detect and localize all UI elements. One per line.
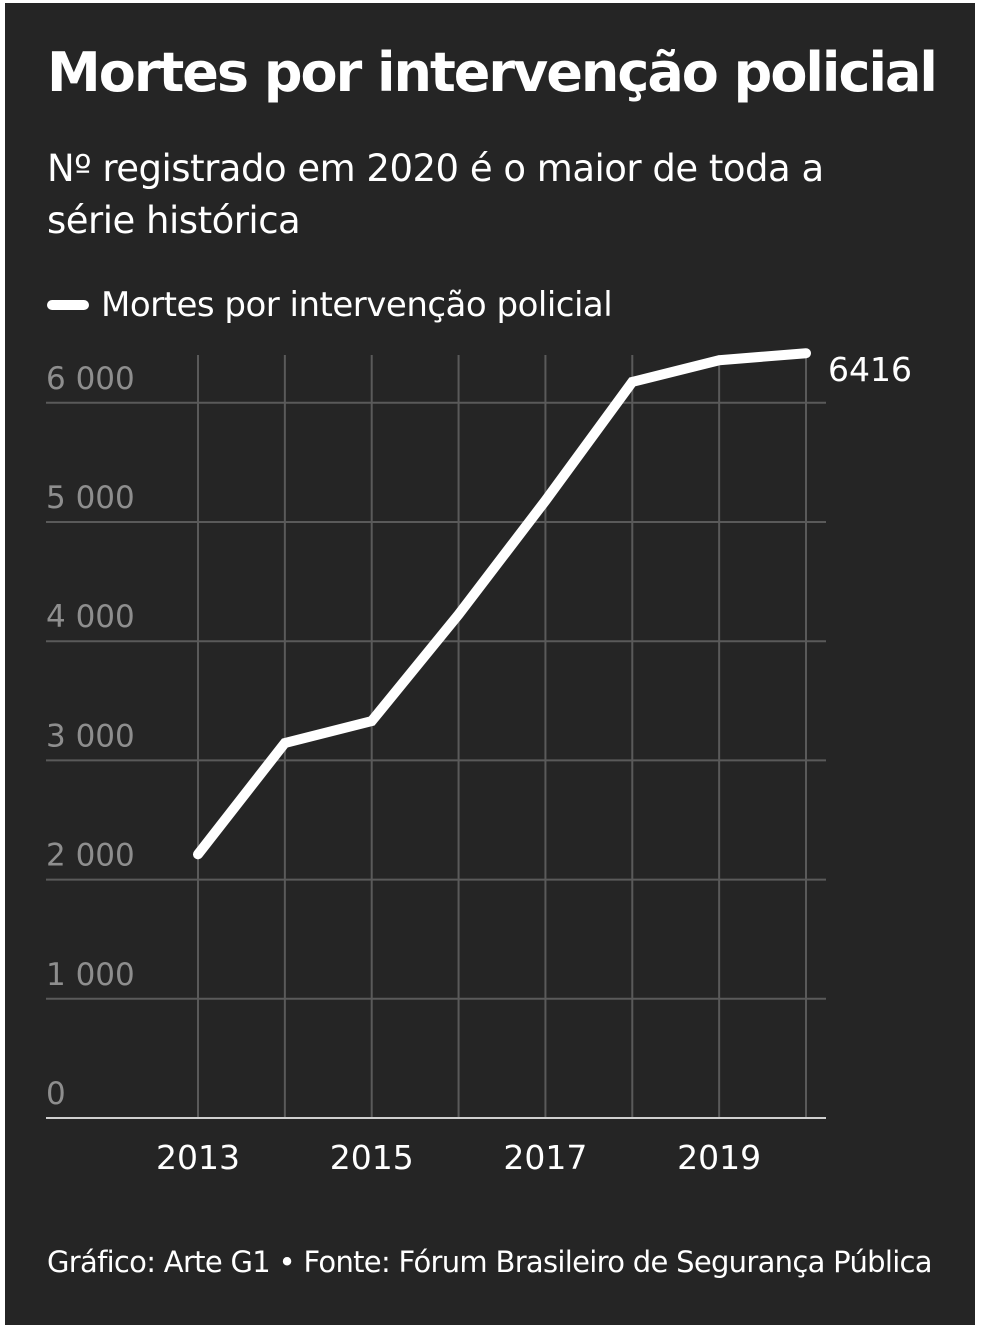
x-tick-label: 2017	[503, 1138, 587, 1177]
chart-subtitle: Nº registrado em 2020 é o maior de toda …	[47, 147, 824, 242]
y-tick-label: 0	[46, 1076, 66, 1112]
x-tick-label: 2013	[156, 1138, 240, 1177]
legend-label: Mortes por intervenção policial	[101, 285, 613, 325]
y-tick-label: 6 000	[46, 361, 135, 397]
y-tick-label: 4 000	[46, 599, 135, 635]
y-tick-label: 1 000	[46, 957, 135, 993]
end-value-label: 6416	[828, 350, 912, 389]
chart-card: Mortes por intervenção policial Nº regis…	[5, 3, 975, 1325]
y-tick-label: 2 000	[46, 838, 135, 874]
x-tick-label: 2019	[677, 1138, 761, 1177]
y-tick-label: 5 000	[46, 480, 135, 516]
series-line	[193, 348, 811, 860]
legend: Mortes por intervenção policial	[47, 283, 613, 327]
source-note: Gráfico: Arte G1 • Fonte: Fórum Brasilei…	[47, 1245, 933, 1279]
legend-swatch	[47, 300, 89, 310]
y-tick-label: 3 000	[46, 718, 135, 754]
x-tick-label: 2015	[330, 1138, 414, 1177]
chart-title: Mortes por intervenção policial	[47, 41, 938, 104]
